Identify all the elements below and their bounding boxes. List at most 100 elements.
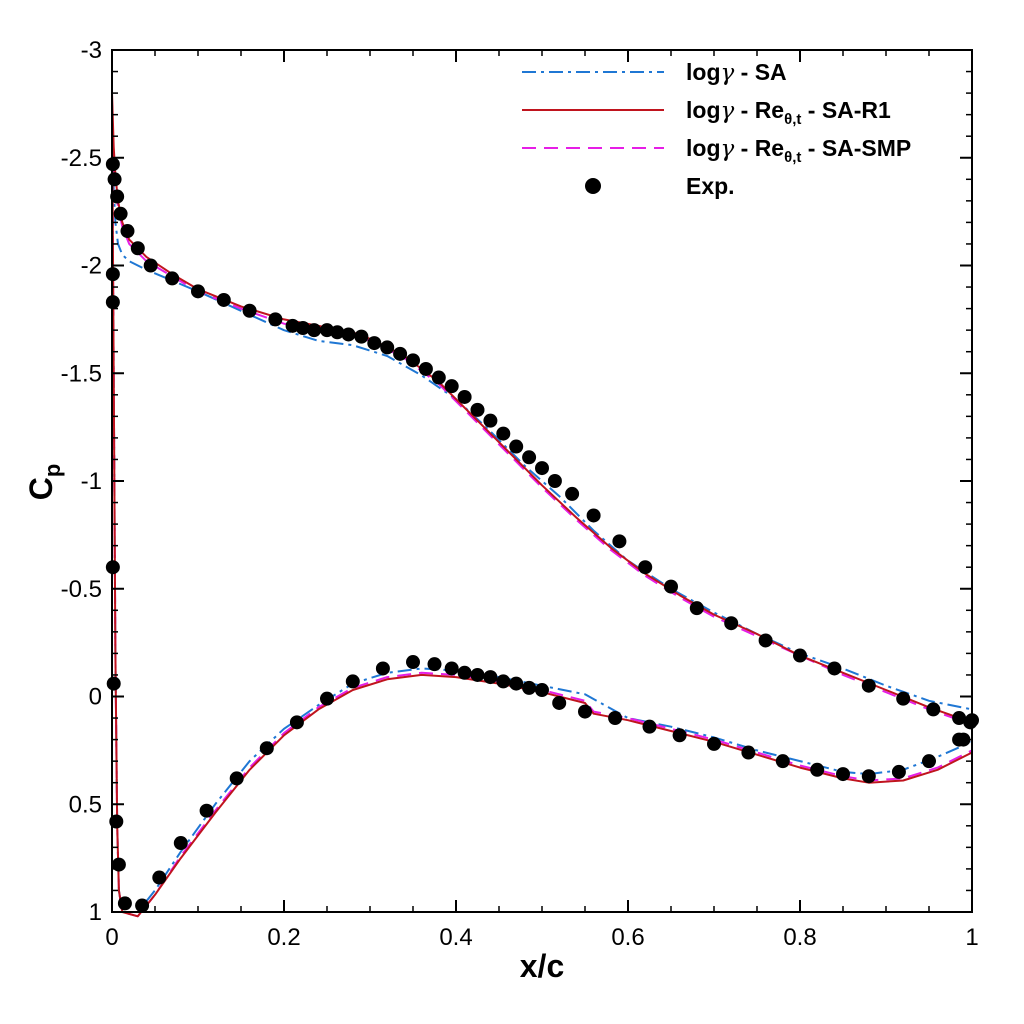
- exp-data-point: [496, 674, 511, 689]
- exp-data-point: [427, 657, 442, 672]
- exp-data-point: [152, 870, 167, 885]
- exp-data-point: [509, 439, 524, 454]
- y-axis-title-sub: p: [40, 464, 65, 477]
- exp-data-point: [810, 762, 825, 777]
- exp-data-point: [268, 312, 283, 327]
- exp-data-point: [963, 715, 978, 730]
- legend-label-exp: Exp.: [686, 173, 735, 199]
- exp-data-point: [289, 715, 304, 730]
- exp-data-point: [836, 767, 850, 782]
- y-tick-label: 1: [89, 899, 102, 926]
- exp-data-point: [896, 691, 911, 706]
- exp-data-point: [191, 284, 205, 299]
- svg-text:Cp: Cp: [23, 464, 65, 501]
- exp-data-point: [707, 736, 721, 751]
- series-dashed-lower: [111, 103, 973, 918]
- x-tick-label: 0.6: [611, 924, 644, 951]
- exp-data-point: [861, 678, 876, 693]
- exp-data-point: [199, 803, 214, 818]
- exp-data-point: [242, 303, 257, 318]
- x-tick-label: 0: [105, 924, 118, 951]
- y-tick-label: 0.5: [69, 791, 102, 818]
- legend: logγ - SA logγ - Reθ,t - SA-R1 logγ - Reθ,…: [522, 59, 911, 199]
- exp-data-point: [380, 340, 395, 355]
- exp-data-point: [354, 329, 369, 344]
- exp-data-point: [216, 292, 231, 307]
- exp-data-point: [608, 711, 623, 726]
- exp-data-point: [565, 486, 580, 501]
- exp-data-point: [724, 616, 739, 631]
- exp-data-point: [793, 648, 807, 663]
- exp-data-point: [345, 674, 360, 689]
- exp-data-point: [578, 704, 592, 719]
- legend-label-smp: logγ - Reθ,t - SA-SMP: [686, 135, 911, 166]
- exp-data-point: [926, 702, 941, 717]
- exp-data-point: [341, 327, 356, 342]
- exp-data-point: [956, 732, 971, 747]
- exp-data-point: [320, 691, 334, 706]
- y-tick-label: -2.5: [61, 145, 102, 172]
- exp-data-point: [173, 836, 188, 851]
- exp-data-point: [952, 711, 967, 726]
- exp-data-point: [229, 771, 244, 786]
- y-axis-title-main: C: [23, 477, 59, 500]
- exp-data-point: [393, 346, 408, 361]
- exp-data-point: [470, 402, 485, 417]
- exp-data-point: [509, 676, 524, 691]
- x-tick-label: 0.8: [783, 924, 816, 951]
- y-axis-title: Cp: [23, 464, 65, 501]
- exp-data-point: [861, 769, 876, 784]
- y-tick-label: -0.5: [61, 576, 102, 603]
- exp-data-point: [535, 461, 549, 476]
- exp-data-point: [586, 508, 601, 523]
- exp-data-point: [922, 754, 936, 769]
- exp-data-point: [431, 370, 446, 385]
- exp-data-point: [483, 413, 498, 428]
- exp-data-point: [165, 271, 180, 286]
- exp-data-point: [367, 336, 382, 351]
- exp-data-point: [638, 560, 653, 575]
- exp-data-point: [444, 379, 459, 394]
- exp-data-point: [330, 325, 345, 340]
- exp-data-point: [547, 474, 562, 488]
- exp-data-point: [135, 898, 150, 913]
- legend-label-r1: logγ - Reθ,t - SA-R1: [686, 97, 891, 128]
- exp-data-point: [457, 389, 472, 404]
- y-tick-label: -1.5: [61, 360, 102, 387]
- exp-data-point: [522, 450, 537, 465]
- ticks: 0 0.2 0.4 0.6 0.8 1 -3 -2.5 -2 -1.5 -1 -0.5 0 0.5 1: [61, 37, 979, 951]
- y-tick-label: -1: [81, 468, 102, 495]
- exp-data-point: [741, 745, 756, 760]
- exp-data-point: [406, 655, 420, 670]
- exp-data-point: [295, 320, 310, 335]
- x-tick-label: 1: [965, 924, 978, 951]
- exp-data-point: [406, 353, 420, 368]
- plot-markers: [105, 157, 979, 913]
- exp-data-point: [418, 361, 433, 376]
- exp-data-point: [111, 857, 126, 872]
- exp-data-point: [891, 764, 906, 779]
- x-tick-label: 0.2: [267, 924, 300, 951]
- exp-data-point: [689, 601, 704, 616]
- y-tick-label: -2: [81, 253, 102, 280]
- exp-data-point: [444, 661, 459, 676]
- exp-data-point: [496, 426, 511, 441]
- x-axis-title: x/c: [520, 948, 564, 984]
- exp-data-point: [120, 224, 135, 239]
- exp-data-point: [470, 667, 485, 682]
- exp-data-point: [130, 241, 145, 256]
- exp-data-point: [259, 741, 274, 756]
- exp-data-point: [457, 665, 472, 680]
- y-tick-label: -3: [81, 37, 102, 64]
- exp-data-point: [642, 719, 657, 734]
- exp-data-point: [758, 633, 773, 648]
- exp-data-point: [535, 683, 549, 698]
- exp-data-point: [483, 670, 498, 685]
- exp-data-point: [143, 258, 158, 273]
- exp-data-point: [375, 661, 390, 676]
- y-tick-label: 0: [89, 684, 102, 711]
- exp-data-point: [110, 189, 125, 204]
- exp-data-point: [672, 728, 687, 743]
- exp-data-point: [106, 676, 121, 691]
